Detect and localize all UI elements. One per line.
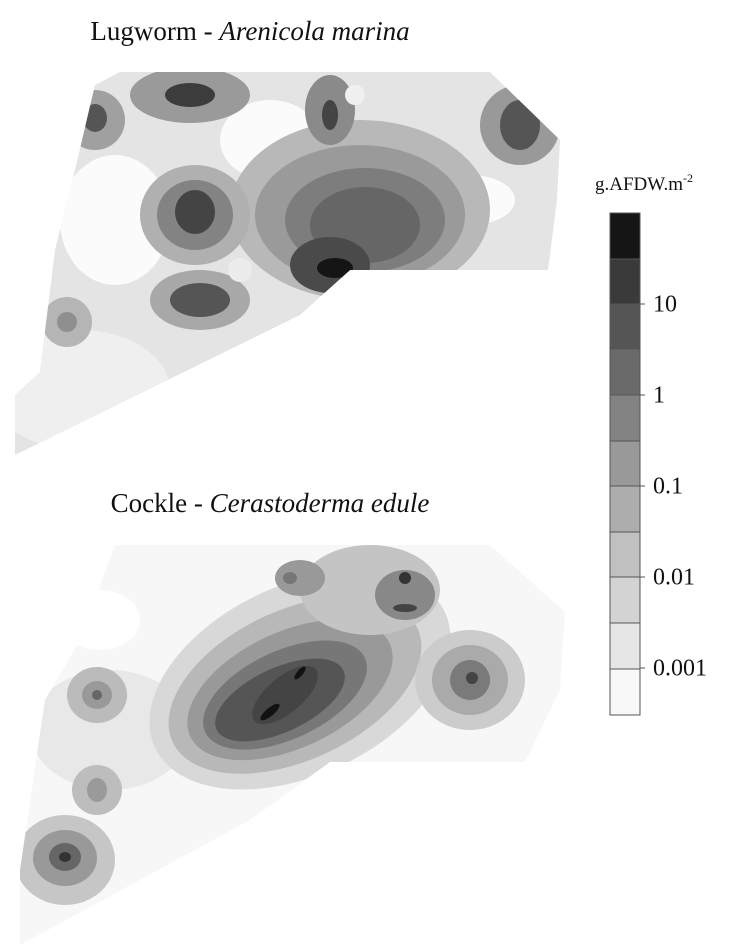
colorbar-band <box>609 394 641 442</box>
colorbar-band <box>609 531 641 578</box>
contour-map <box>15 72 560 455</box>
colorbar-band <box>609 303 641 350</box>
colorbar-tick-label: 10 <box>653 292 677 318</box>
blob <box>230 120 490 300</box>
colorbar-label: g.AFDW.m-2 <box>595 171 693 195</box>
colorbar-tick-label: 0.1 <box>653 474 683 500</box>
colorbar-band <box>609 440 641 487</box>
colorbar-band <box>609 212 641 260</box>
map-title: Lugworm - Arenicola marina <box>90 16 409 46</box>
colorbar-band <box>609 348 641 396</box>
colorbar-tick-label: 0.01 <box>653 565 695 591</box>
colorbar-tick-label: 0.001 <box>653 656 707 682</box>
colorbar-band <box>609 258 641 305</box>
colorbar-band <box>609 485 641 533</box>
colorbar-band <box>609 576 641 624</box>
map-title: Cockle - Cerastoderma edule <box>111 488 430 518</box>
colorbar <box>609 212 641 716</box>
colorbar-band <box>609 622 641 670</box>
colorbar-band <box>609 668 641 716</box>
colorbar-tick-label: 1 <box>653 383 665 409</box>
contour-map <box>20 545 565 945</box>
